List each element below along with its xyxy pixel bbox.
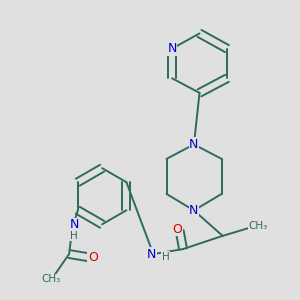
Text: H: H bbox=[70, 231, 78, 241]
Text: H: H bbox=[162, 252, 170, 262]
Text: N: N bbox=[147, 248, 156, 260]
Text: N: N bbox=[69, 218, 79, 232]
Text: N: N bbox=[189, 138, 199, 151]
Text: O: O bbox=[88, 251, 98, 264]
Text: CH₃: CH₃ bbox=[249, 221, 268, 231]
Text: N: N bbox=[167, 42, 177, 55]
Text: O: O bbox=[172, 223, 182, 236]
Text: CH₃: CH₃ bbox=[41, 274, 61, 284]
Text: N: N bbox=[189, 204, 199, 217]
